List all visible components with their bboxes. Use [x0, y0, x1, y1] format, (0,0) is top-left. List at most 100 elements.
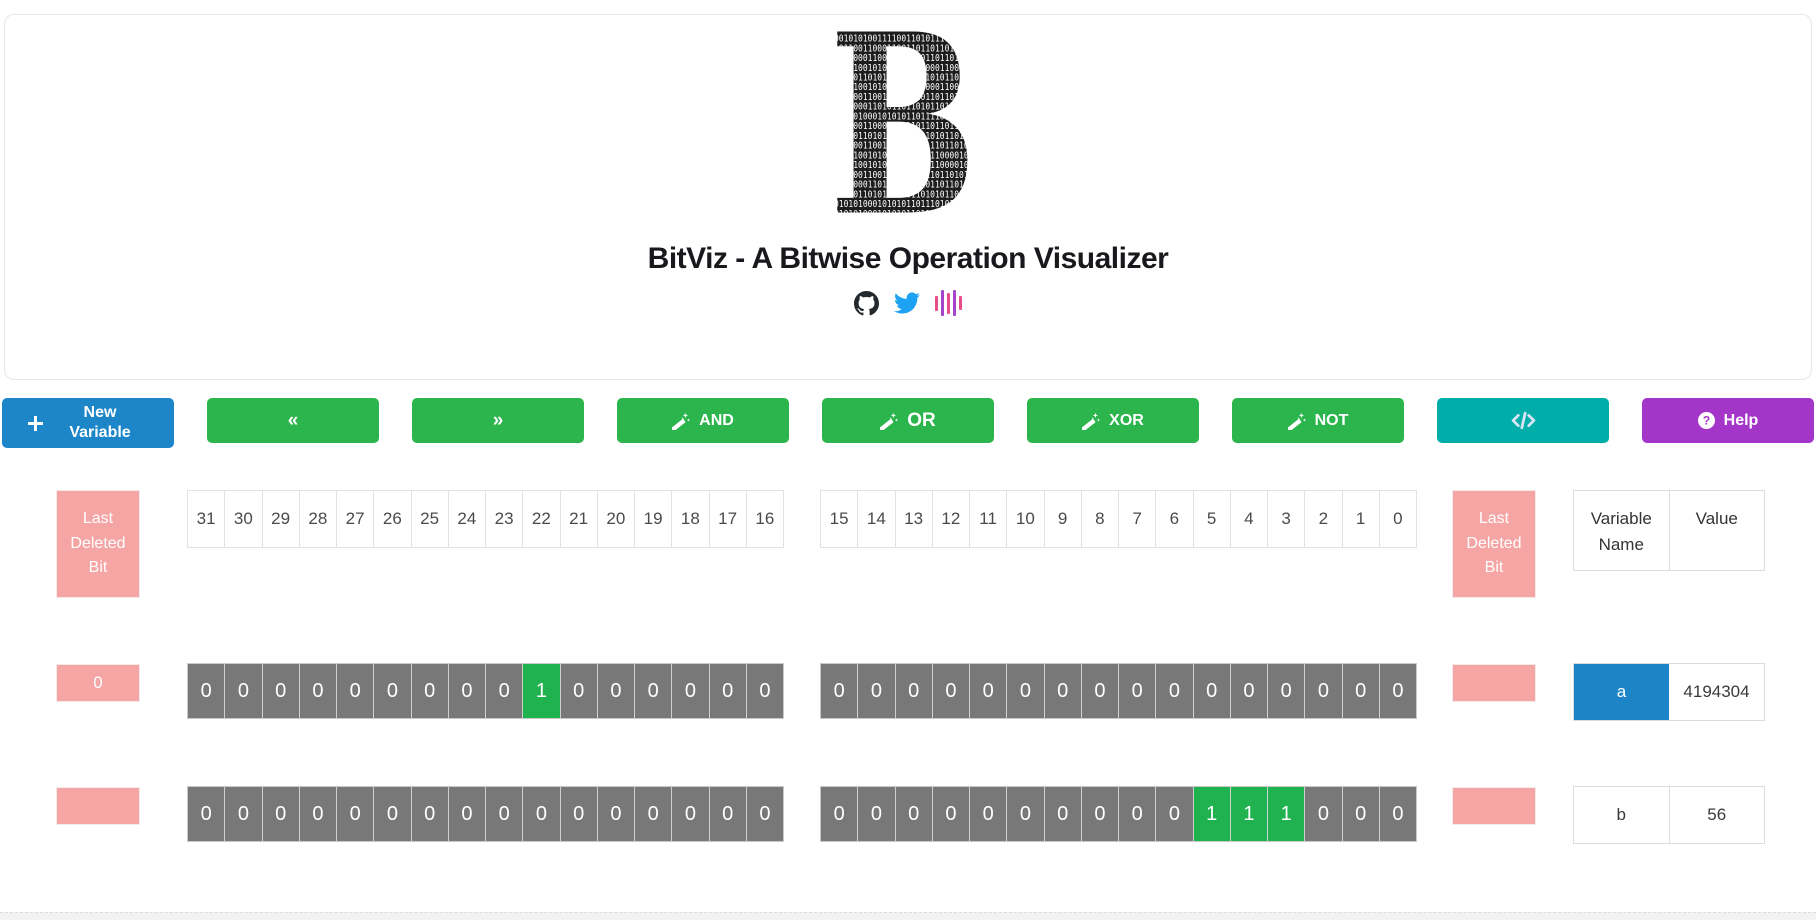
bit-cell[interactable]: 0: [448, 787, 486, 841]
bit-cell[interactable]: 0: [1119, 787, 1157, 841]
bit-cell[interactable]: 0: [448, 664, 486, 718]
bit-cell[interactable]: 0: [746, 787, 783, 841]
bit-cell[interactable]: 0: [635, 664, 673, 718]
bit-cell[interactable]: 0: [932, 664, 970, 718]
bit-cell[interactable]: 0: [411, 787, 449, 841]
help-button[interactable]: ? Help: [1642, 398, 1814, 443]
variable-name-cell[interactable]: b: [1574, 787, 1670, 843]
bit-cell[interactable]: 0: [1268, 664, 1306, 718]
bit-cell[interactable]: 0: [1379, 664, 1416, 718]
bit-cell[interactable]: 0: [1007, 787, 1045, 841]
not-button[interactable]: NOT: [1232, 398, 1404, 443]
bit-cell[interactable]: 0: [1305, 787, 1343, 841]
bit-cell[interactable]: 0: [597, 664, 635, 718]
last-deleted-bit-value-right: [1452, 664, 1536, 702]
bit-cell[interactable]: 0: [1193, 664, 1231, 718]
bit-cell[interactable]: 0: [262, 787, 300, 841]
bit-cell[interactable]: 0: [411, 664, 449, 718]
bit-cell[interactable]: 1: [523, 664, 561, 718]
bit-cell[interactable]: 0: [1230, 664, 1268, 718]
bit-cell[interactable]: 0: [1342, 787, 1380, 841]
bit-cell[interactable]: 0: [374, 787, 412, 841]
bit-index-cell: 13: [896, 491, 933, 547]
variable-name-value: a 4194304: [1573, 663, 1765, 721]
bit-cell[interactable]: 0: [1119, 664, 1157, 718]
bit-cell[interactable]: 0: [821, 664, 859, 718]
bit-cell[interactable]: 0: [1081, 787, 1119, 841]
bit-cell[interactable]: 0: [374, 664, 412, 718]
bit-cell[interactable]: 0: [932, 787, 970, 841]
bit-cell[interactable]: 0: [672, 787, 710, 841]
toolbar: New Variable « » AND OR XOR NOT ? Help: [0, 398, 1816, 448]
bit-cell[interactable]: 0: [1342, 664, 1380, 718]
bit-cell[interactable]: 0: [597, 787, 635, 841]
bit-index-cell: 12: [933, 491, 970, 547]
bottom-divider: [0, 912, 1816, 920]
svg-text:101100110011011011011101101011: 1011001100110110110111011010110: [834, 141, 983, 152]
bit-cell[interactable]: 0: [299, 664, 337, 718]
glitch-waveform-icon[interactable]: [935, 289, 962, 317]
bit-cell[interactable]: 0: [486, 787, 524, 841]
bit-cell[interactable]: 0: [188, 787, 226, 841]
bit-cell[interactable]: 0: [1379, 787, 1416, 841]
bit-cell[interactable]: 0: [225, 664, 263, 718]
bit-cell[interactable]: 0: [858, 787, 896, 841]
xor-button[interactable]: XOR: [1027, 398, 1199, 443]
variable-value-cell[interactable]: 4194304: [1683, 682, 1750, 701]
variable-name-cell[interactable]: a: [1574, 664, 1669, 720]
new-variable-button[interactable]: New Variable: [2, 398, 174, 448]
twitter-icon[interactable]: [894, 292, 920, 314]
bit-cell[interactable]: 0: [709, 664, 747, 718]
bit-cell[interactable]: 0: [1156, 664, 1194, 718]
bit-cell[interactable]: 0: [635, 787, 673, 841]
bit-cell[interactable]: 0: [523, 787, 561, 841]
bit-cell[interactable]: 0: [486, 664, 524, 718]
wand-icon: [1287, 412, 1306, 430]
bit-cell[interactable]: 0: [1081, 664, 1119, 718]
and-button[interactable]: AND: [617, 398, 789, 443]
bit-cell[interactable]: 0: [858, 664, 896, 718]
bit-index-cell: 26: [374, 491, 412, 547]
bit-cell[interactable]: 0: [337, 664, 375, 718]
bit-cell[interactable]: 0: [299, 787, 337, 841]
bit-cell[interactable]: 0: [1305, 664, 1343, 718]
shift-left-button[interactable]: «: [207, 398, 379, 443]
variable-value-cell[interactable]: 56: [1707, 805, 1727, 824]
bit-cell[interactable]: 0: [970, 787, 1008, 841]
last-deleted-bit-value-left: [56, 787, 140, 825]
bit-index-cell: 3: [1268, 491, 1306, 547]
shift-right-button[interactable]: »: [412, 398, 584, 443]
bit-cell[interactable]: 0: [337, 787, 375, 841]
bit-cell[interactable]: 0: [895, 664, 933, 718]
bit-cell[interactable]: 0: [1044, 664, 1082, 718]
github-icon[interactable]: [854, 290, 879, 316]
bit-cell[interactable]: 0: [821, 787, 859, 841]
bit-grid: Last Deleted Bit 31 30 29 28 27 26 25 24 23 22 21 2…: [0, 490, 1816, 844]
bit-index-cell: 11: [970, 491, 1008, 547]
bit-cell[interactable]: 0: [709, 787, 747, 841]
bit-cell[interactable]: 1: [1230, 787, 1268, 841]
bit-cell[interactable]: 0: [895, 787, 933, 841]
bit-cell[interactable]: 0: [225, 787, 263, 841]
bit-cell[interactable]: 0: [672, 664, 710, 718]
bit-cell[interactable]: 0: [746, 664, 783, 718]
bit-cell[interactable]: 0: [1007, 664, 1045, 718]
bit-cell[interactable]: 0: [262, 664, 300, 718]
code-button[interactable]: [1437, 398, 1609, 443]
bit-cell[interactable]: 1: [1268, 787, 1306, 841]
bit-index-header-low: 15 14 13 12 11 10 9 8 7 6 5 4 3 2 1 0: [820, 490, 1417, 548]
or-button[interactable]: OR: [822, 398, 994, 443]
bit-cell[interactable]: 0: [970, 664, 1008, 718]
bit-index-cell: 4: [1231, 491, 1268, 547]
bit-cell[interactable]: 1: [1193, 787, 1231, 841]
bit-cell[interactable]: 0: [188, 664, 226, 718]
bit-cell[interactable]: 0: [1156, 787, 1194, 841]
last-deleted-bit-header-right: Last Deleted Bit: [1452, 490, 1536, 598]
bit-cell[interactable]: 0: [560, 787, 598, 841]
bit-cell[interactable]: 0: [1044, 787, 1082, 841]
bit-index-cell: 31: [188, 491, 226, 547]
bit-index-cell: 22: [523, 491, 561, 547]
bit-cell[interactable]: 0: [560, 664, 598, 718]
